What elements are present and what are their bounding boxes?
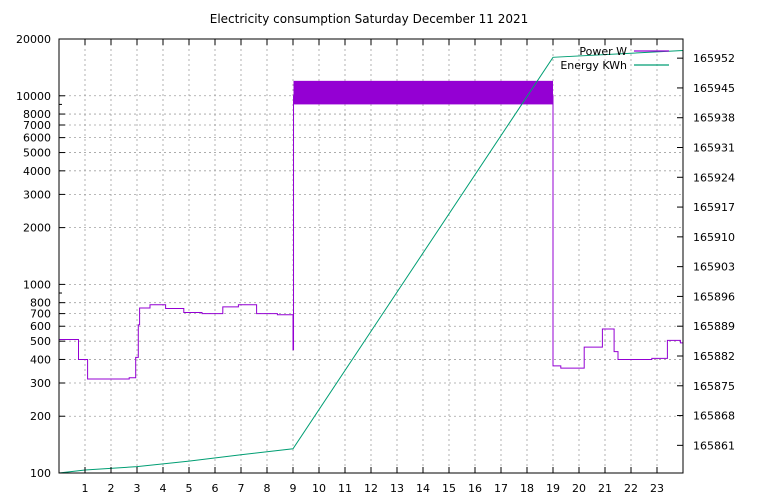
y2-tick-label: 165889 [693,320,735,333]
y2-tick-label: 165938 [693,112,735,125]
x-tick-label: 13 [390,482,404,495]
y-tick-label: 1000 [23,278,51,291]
grid-lines [59,39,683,473]
x-tick-label: 8 [264,482,271,495]
y2-tick-label: 165868 [693,410,735,423]
x-tick-label: 5 [186,482,193,495]
energy-series-line [58,49,684,474]
x-tick-label: 6 [212,482,219,495]
x-tick-label: 1 [82,482,89,495]
y-tick-label: 600 [30,320,51,333]
x-tick-label: 11 [338,482,352,495]
y-tick-label: 10000 [16,90,51,103]
y-tick-label: 6000 [23,132,51,145]
x-tick-label: 16 [468,482,482,495]
y2-tick-label: 165896 [693,290,735,303]
y-axis-right: 165861 165868 165875 165882 165889 165896 1659… [677,52,735,452]
y2-tick-label: 165952 [693,52,735,65]
x-tick-label: 14 [416,482,430,495]
y-tick-label: 200 [30,410,51,423]
x-tick-label: 20 [572,482,586,495]
y2-tick-label: 165910 [693,231,735,244]
y2-tick-label: 165903 [693,261,735,274]
plot-area [58,49,684,474]
x-tick-label: 12 [364,482,378,495]
legend-label: Energy KWh [560,59,627,72]
y-tick-label: 8000 [23,108,51,121]
legend-label: Power W [579,45,627,58]
y-tick-label: 100 [30,467,51,480]
x-tick-label: 4 [160,482,167,495]
y-tick-label: 5000 [23,147,51,160]
x-tick-label: 23 [650,482,664,495]
power-series-line [59,95,683,380]
y-tick-label: 700 [30,308,51,321]
x-tick-label: 3 [134,482,141,495]
y-tick-label: 800 [30,297,51,310]
y-tick-label: 3000 [23,188,51,201]
y-tick-label: 20000 [16,33,51,46]
y-tick-label: 2000 [23,222,51,235]
y-tick-label: 400 [30,353,51,366]
x-axis: 1 2 3 4 5 6 7 8 9 10 11 12 13 14 15 16 17 18 19 20 21 22 23 [82,39,664,495]
y2-tick-label: 165882 [693,350,735,363]
x-tick-label: 9 [290,482,297,495]
y2-tick-label: 165931 [693,142,735,155]
y-tick-label: 4000 [23,165,51,178]
y2-tick-label: 165875 [693,380,735,393]
x-tick-label: 10 [312,482,326,495]
x-tick-label: 18 [520,482,534,495]
x-tick-label: 7 [238,482,245,495]
x-tick-label: 21 [598,482,612,495]
y2-tick-label: 165861 [693,439,735,452]
y2-tick-label: 165917 [693,201,735,214]
x-tick-label: 22 [624,482,638,495]
x-tick-label: 2 [108,482,115,495]
y2-tick-label: 165924 [693,171,735,184]
y-tick-label: 500 [30,335,51,348]
y-tick-label: 300 [30,377,51,390]
y-tick-label: 7000 [23,119,51,132]
x-tick-label: 17 [494,482,508,495]
chart-title: Electricity consumption Saturday Decembe… [210,12,529,26]
x-tick-label: 19 [546,482,560,495]
x-tick-label: 15 [442,482,456,495]
power-fluctuation-band [293,80,553,105]
y2-tick-label: 165945 [693,82,735,95]
